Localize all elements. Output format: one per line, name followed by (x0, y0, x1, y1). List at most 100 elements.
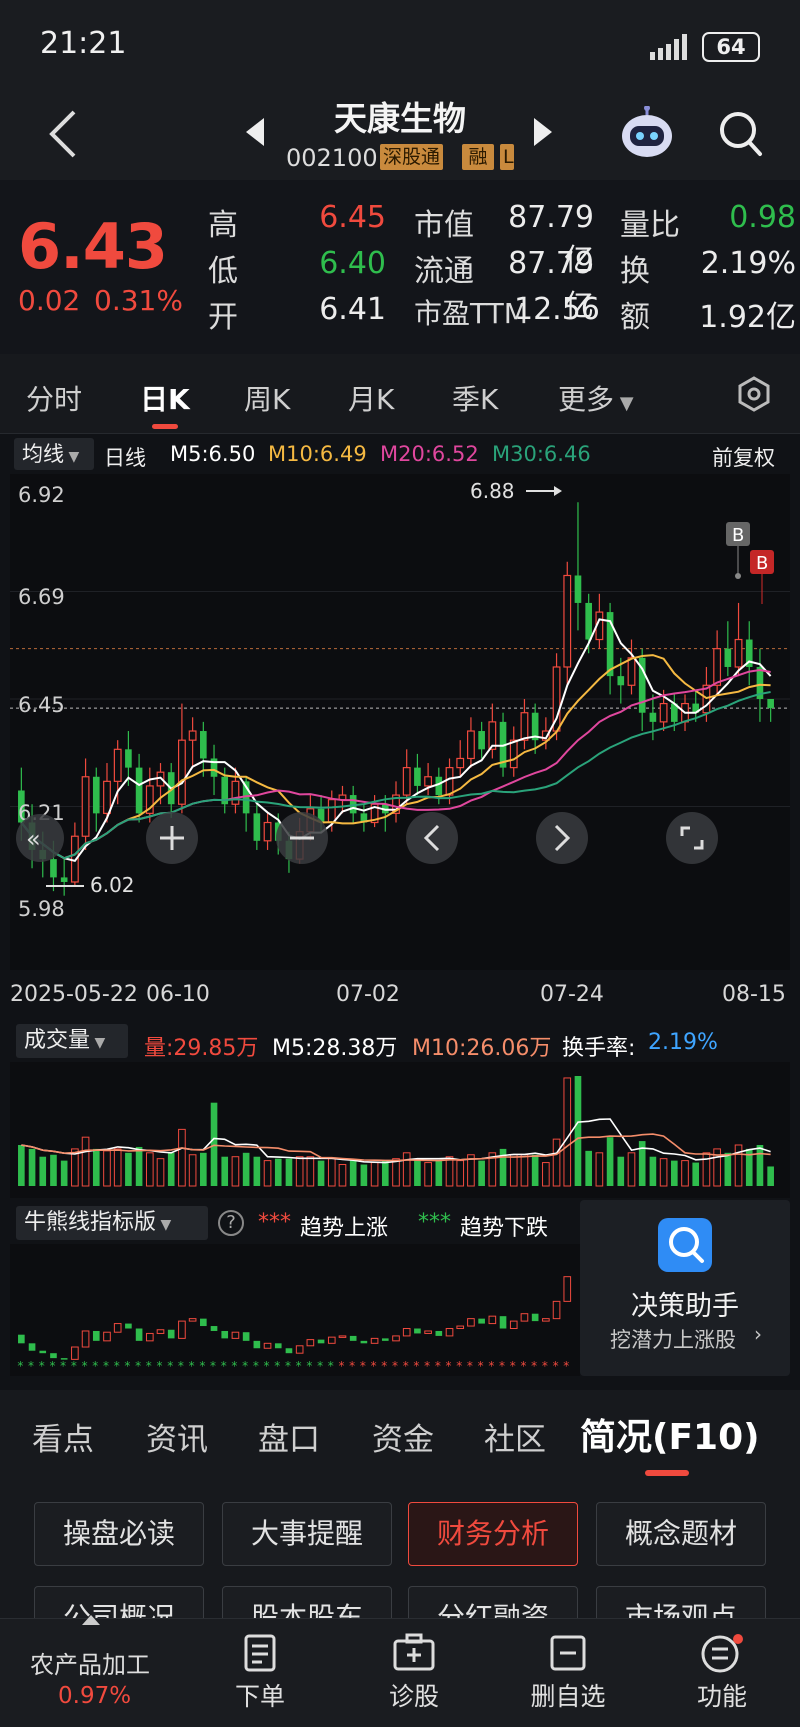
nav-order[interactable]: 下单 (200, 1633, 320, 1713)
stock-header: 天康生物 002100 深股通 融 L (0, 88, 800, 180)
tab-more[interactable]: 更多 ▼ (558, 378, 634, 418)
tab-intraday[interactable]: 分时 (26, 383, 83, 416)
bull-bear-candle (135, 1328, 143, 1341)
volume-bar (71, 1148, 79, 1187)
candle-body (541, 730, 550, 741)
bull-bear-candle (414, 1328, 421, 1334)
nav-diagnose[interactable]: 诊股 (354, 1633, 474, 1713)
ma30-line (20, 691, 771, 860)
decision-assistant-card[interactable]: 决策助手 挖潜力上涨股 › (580, 1200, 790, 1376)
trend-dot: * (114, 1359, 120, 1373)
tab-monthly-k[interactable]: 月K (348, 383, 395, 416)
bull-bear-candle (231, 1331, 240, 1339)
volume-bar (200, 1152, 207, 1186)
trend-up-dots-icon: *** (258, 1210, 291, 1235)
bull-bear-select[interactable]: 牛熊线指标版 ▼ (16, 1206, 208, 1240)
volume-bar (531, 1154, 539, 1186)
volume-bar (145, 1152, 154, 1187)
collapse-left-button[interactable]: « (16, 814, 64, 862)
robot-assistant-icon[interactable] (618, 106, 676, 162)
value-low: 6.40 (319, 246, 386, 281)
label-pe-ttm: 市盈TTM (414, 297, 528, 330)
volume-indicator-select[interactable]: 成交量 ▼ (16, 1024, 128, 1058)
tab-capital[interactable]: 资金 (372, 1422, 434, 1458)
tab-active-indicator (645, 1470, 689, 1476)
trend-dot: * (231, 1359, 237, 1373)
bull-bear-candle (563, 1276, 572, 1302)
bull-bear-candle (103, 1331, 111, 1342)
volume-bar (92, 1148, 100, 1186)
nav-functions-label: 功能 (696, 1682, 747, 1711)
btn-financial-analysis[interactable]: 财务分析 (408, 1502, 578, 1566)
nav-functions[interactable]: 功能 (662, 1633, 782, 1713)
bull-bear-candle (125, 1323, 132, 1329)
trend-dot: * (17, 1359, 23, 1373)
x-tick-0724: 07-24 (540, 982, 604, 1007)
btn-trading-guide[interactable]: 操盘必读 (34, 1502, 204, 1566)
trend-dot: * (135, 1359, 141, 1373)
candle-body (135, 767, 143, 814)
sector-name[interactable]: 农产品加工 (30, 1651, 150, 1679)
trend-dot: * (71, 1359, 77, 1373)
tab-news[interactable]: 资讯 (146, 1422, 208, 1458)
volume-legend: 成交量 ▼ 量:29.85万 M5:28.38万 M10:26.06万 换手率:… (0, 1020, 800, 1062)
candle-body (488, 721, 497, 750)
bull-bear-candle (467, 1318, 475, 1327)
trend-dot: * (285, 1359, 291, 1373)
next-stock-icon[interactable] (532, 118, 552, 146)
battery-icon: 64 (702, 32, 760, 62)
y-tick-6.92: 6.92 (18, 483, 65, 507)
value-pe-ttm: 12.56 (514, 292, 600, 327)
trend-down-label: 趋势下跌 (460, 1216, 549, 1241)
label-volume-ratio: 量比 (620, 208, 680, 243)
value-float-cap: 87.79亿 (508, 246, 594, 324)
volume-bar (670, 1160, 678, 1186)
settings-hexagon-icon[interactable] (736, 376, 772, 412)
candle-body (188, 730, 197, 741)
candle-body (445, 767, 454, 796)
tab-order-book[interactable]: 盘口 (258, 1422, 320, 1458)
btn-concept-themes[interactable]: 概念题材 (596, 1502, 766, 1566)
value-high: 6.45 (319, 200, 386, 235)
tab-quarterly-k[interactable]: 季K (452, 383, 499, 416)
zoom-in-button[interactable] (146, 812, 198, 864)
tab-weekly-k[interactable]: 周K (244, 383, 291, 416)
bull-bear-candle (39, 1350, 47, 1354)
scroll-right-button[interactable] (536, 812, 588, 864)
zoom-out-button[interactable] (276, 812, 328, 864)
volume-bar (638, 1141, 646, 1186)
ma-select-label: 均线 (22, 442, 64, 466)
kline-chart[interactable]: 6.92 6.69 6.45 6.21 5.98 6.88 6.02 B B « (10, 474, 790, 970)
adjust-mode[interactable]: 前复权 (712, 446, 775, 470)
tab-f10[interactable]: 简况(F10) (580, 1417, 760, 1458)
volume-bar (274, 1158, 282, 1186)
btn-event-reminder[interactable]: 大事提醒 (222, 1502, 392, 1566)
scroll-left-button[interactable] (406, 812, 458, 864)
volume-m5: M5:28.38万 (272, 1036, 398, 1061)
volume-bar (338, 1164, 347, 1187)
candle-body (327, 799, 336, 824)
trend-dot: * (349, 1359, 355, 1373)
ma-indicator-select[interactable]: 均线 ▼ (14, 438, 94, 470)
prev-stock-icon[interactable] (246, 118, 266, 146)
back-arrow-icon[interactable] (44, 108, 84, 160)
candle-body (402, 767, 411, 796)
detail-tabs: 看点 资讯 盘口 资金 社区 简况(F10) (0, 1390, 800, 1478)
candle-body (435, 776, 443, 796)
help-icon[interactable]: ? (218, 1210, 244, 1236)
volume-bar (28, 1148, 36, 1186)
tab-daily-k[interactable]: 日K (140, 383, 190, 416)
search-icon[interactable] (716, 108, 764, 158)
price-change-pct: 0.31% (94, 284, 183, 317)
tab-community[interactable]: 社区 (484, 1422, 546, 1458)
candle-body (349, 795, 357, 814)
expand-up-icon[interactable] (82, 1615, 100, 1625)
fullscreen-button[interactable] (666, 812, 718, 864)
value-turnover: 2.19% (700, 246, 796, 281)
trend-dot: * (435, 1359, 441, 1373)
nav-remove-watchlist[interactable]: 删自选 (508, 1633, 628, 1713)
price-change: 0.02 (18, 284, 81, 317)
y-axis-labels: 6.92 6.69 6.45 6.21 5.98 (18, 483, 65, 921)
tab-highlights[interactable]: 看点 (32, 1422, 94, 1458)
bull-bear-candle (210, 1326, 218, 1331)
